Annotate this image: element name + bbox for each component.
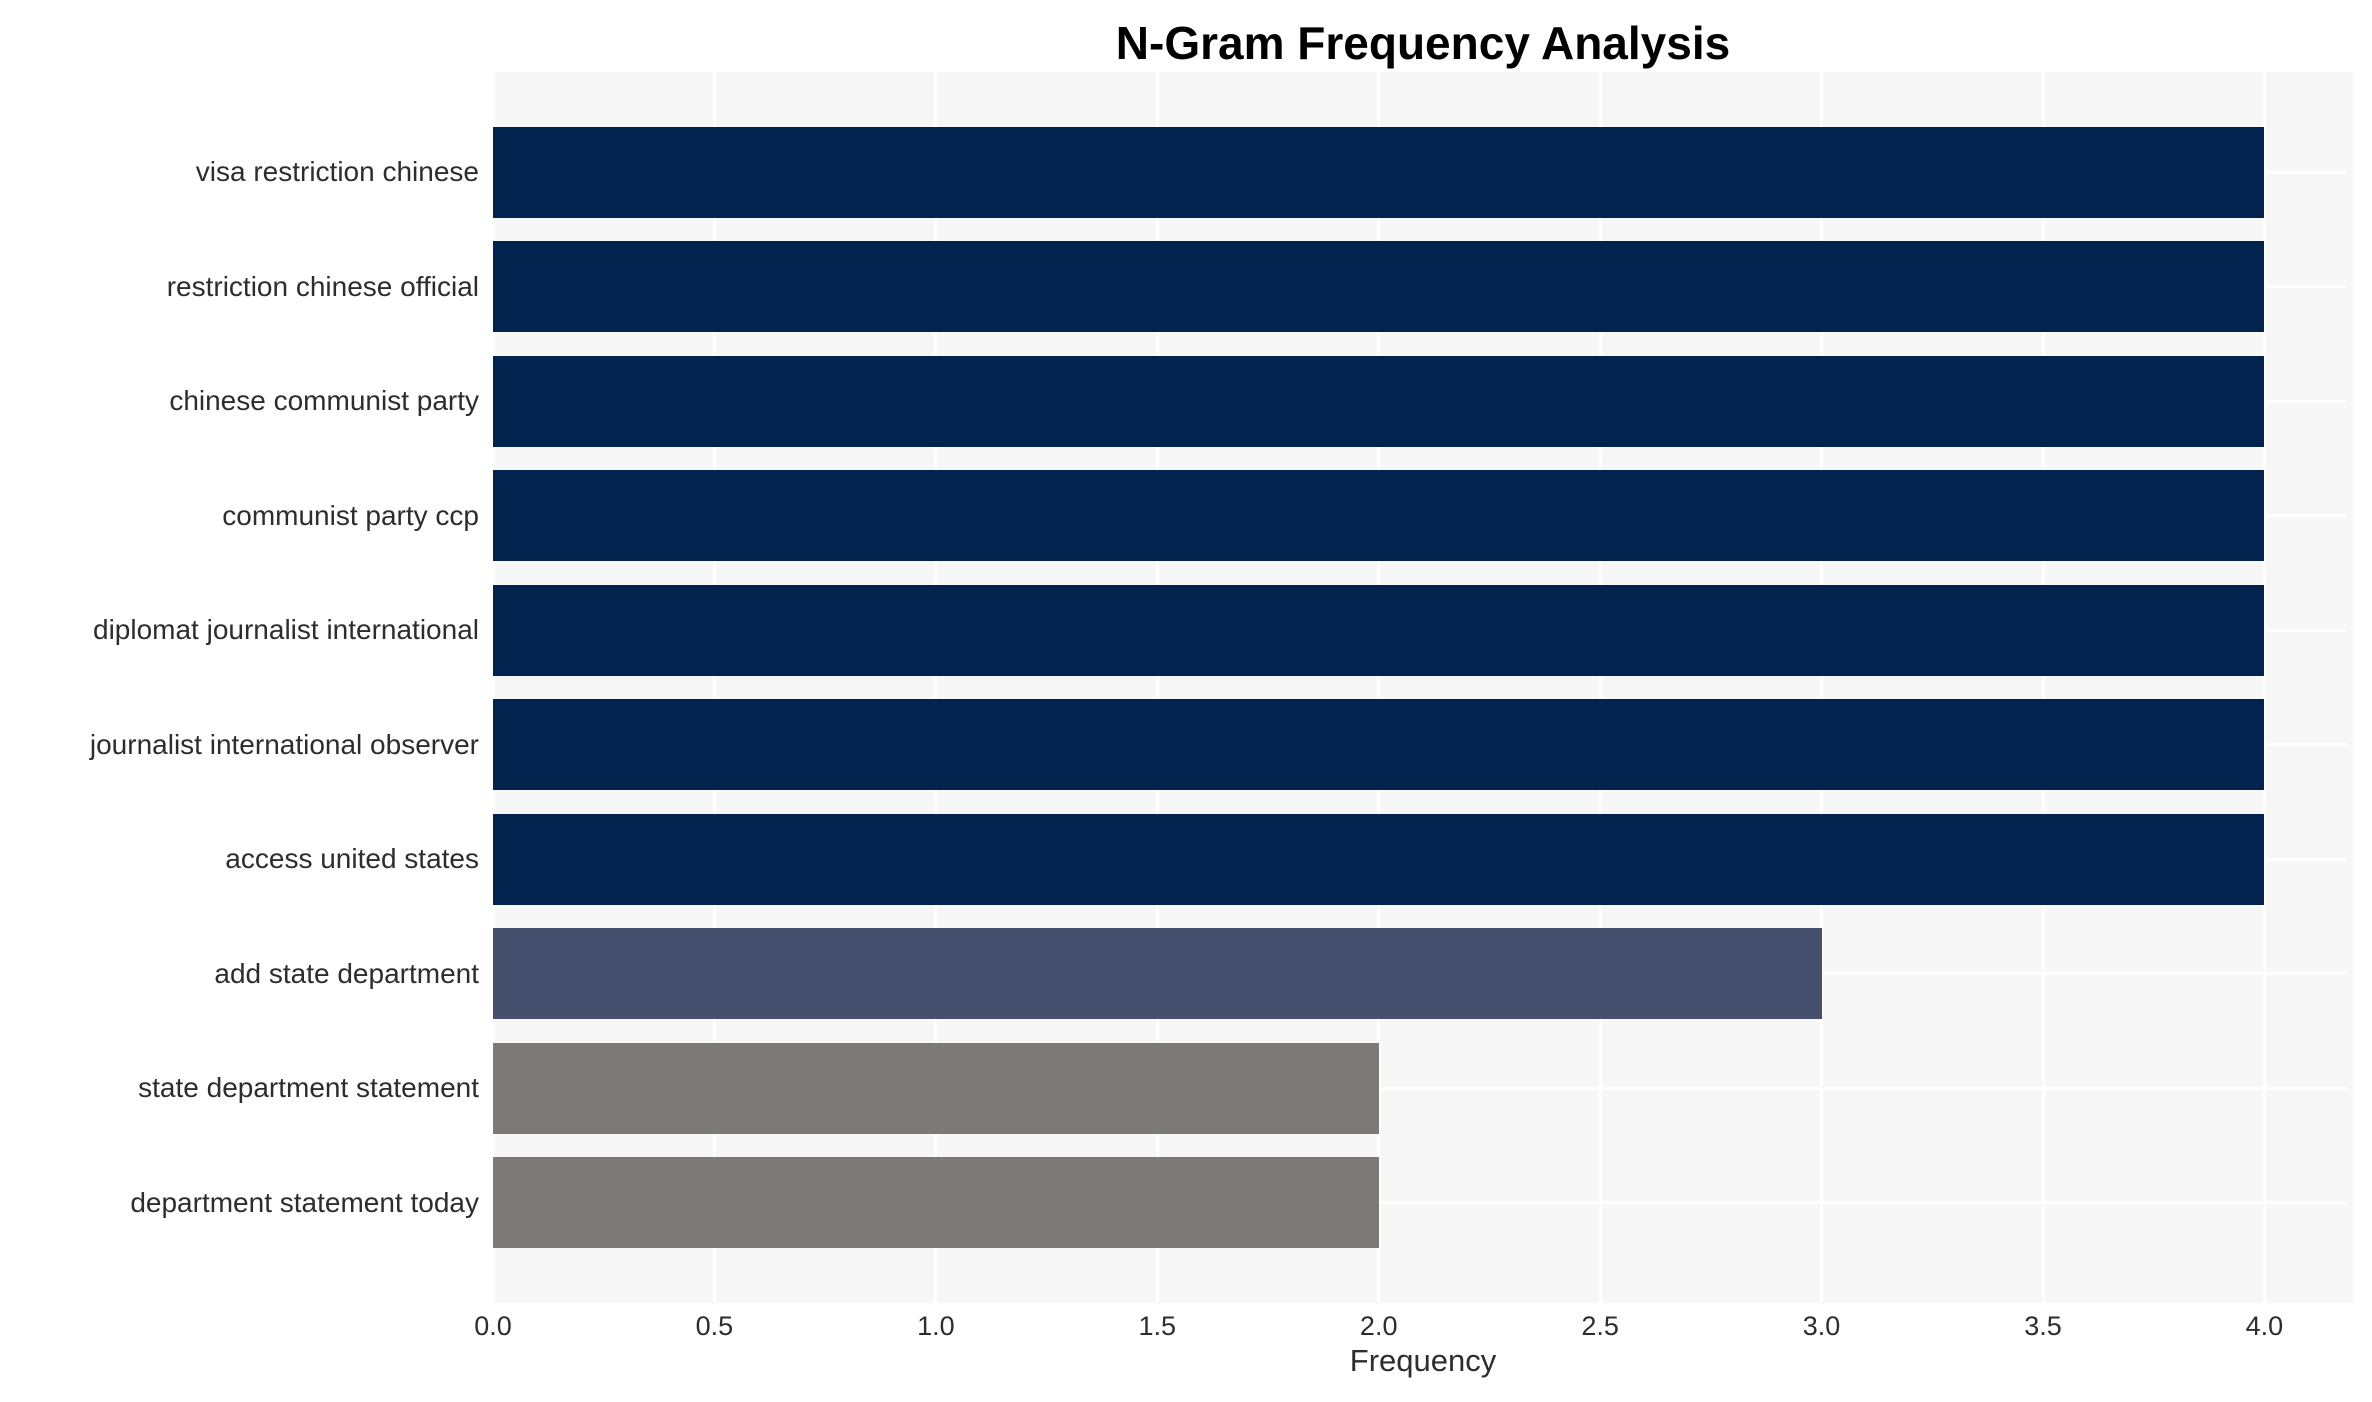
chart-row: chinese communist party	[0, 344, 2353, 459]
vertical-gridline	[2262, 72, 2266, 1303]
bar-track	[493, 459, 2353, 574]
chart-title: N-Gram Frequency Analysis	[1115, 17, 1731, 69]
horizontal-gridline	[493, 1201, 2346, 1205]
bar-track	[493, 230, 2353, 345]
bar	[493, 355, 2265, 447]
bar	[493, 470, 2265, 562]
x-tick-label: 0.5	[695, 1311, 734, 1341]
y-tick-label: journalist international observer	[89, 728, 479, 760]
chart-row: journalist international observer	[0, 688, 2353, 803]
vertical-gridline	[491, 72, 495, 1303]
vertical-gridline	[934, 72, 938, 1303]
x-tick-label: 1.5	[1138, 1311, 1177, 1341]
bar-track	[493, 688, 2353, 803]
y-tick-label: restriction chinese official	[166, 270, 479, 302]
y-tick-label: chinese communist party	[169, 385, 479, 417]
horizontal-gridline	[493, 1086, 2346, 1090]
bar-track	[493, 115, 2353, 230]
bar	[493, 928, 1822, 1020]
y-tick-label: diplomat journalist international	[93, 614, 479, 646]
vertical-gridline	[1598, 72, 1602, 1303]
y-tick-label: add state department	[214, 957, 479, 989]
chart-row: diplomat journalist international	[0, 573, 2353, 688]
chart-row: access united states	[0, 802, 2353, 917]
bar	[493, 1042, 1379, 1134]
bar-track	[493, 802, 2353, 917]
x-tick-label: 4.0	[2245, 1311, 2284, 1341]
vertical-gridline	[1820, 72, 1824, 1303]
vertical-gridline	[1377, 72, 1381, 1303]
bar	[493, 241, 2265, 333]
y-tick-label: communist party ccp	[222, 499, 479, 531]
bar-track	[493, 1031, 2353, 1146]
chart-row: restriction chinese official	[0, 230, 2353, 345]
bar	[493, 126, 2265, 218]
x-tick-label: 1.0	[917, 1311, 955, 1341]
y-tick-label: department statement today	[130, 1186, 479, 1218]
vertical-gridline	[1155, 72, 1159, 1303]
x-tick-label: 2.5	[1581, 1311, 1619, 1341]
chart-row: communist party ccp	[0, 459, 2353, 574]
vertical-gridline	[2041, 72, 2045, 1303]
y-tick-label: visa restriction chinese	[195, 156, 479, 188]
y-tick-label: state department statement	[138, 1072, 479, 1104]
chart-row: visa restriction chinese	[0, 115, 2353, 230]
chart-row: department statement today	[0, 1146, 2353, 1261]
bar-track	[493, 917, 2353, 1032]
chart-row: state department statement	[0, 1031, 2353, 1146]
x-axis-label: Frequency	[1349, 1343, 1497, 1378]
chart-row: add state department	[0, 917, 2353, 1032]
bar-rows: visa restriction chinese restriction chin…	[0, 72, 2353, 1303]
y-tick-label: access united states	[225, 843, 479, 875]
bar-track	[493, 1146, 2353, 1261]
bar	[493, 699, 2265, 791]
bar-track	[493, 573, 2353, 688]
x-tick-label: 3.5	[2024, 1311, 2062, 1341]
x-tick-label: 2.0	[1359, 1311, 1398, 1341]
vertical-gridline	[712, 72, 716, 1303]
x-tick-label: 0.0	[474, 1311, 512, 1341]
x-tick-label: 3.0	[1802, 1311, 1841, 1341]
bar-track	[493, 344, 2353, 459]
bar	[493, 813, 2265, 905]
bar	[493, 1157, 1379, 1249]
bar	[493, 584, 2265, 676]
